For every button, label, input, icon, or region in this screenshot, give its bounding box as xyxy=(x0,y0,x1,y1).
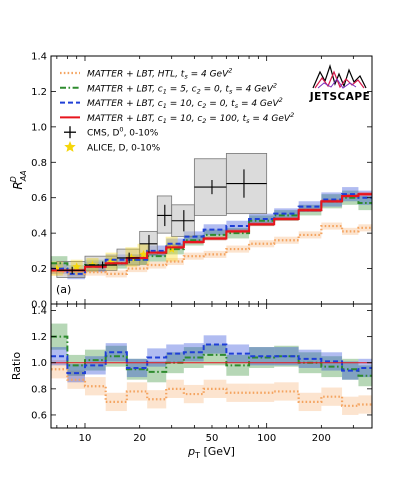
raa-curve-c2_100 xyxy=(51,193,372,272)
alice-point-1 xyxy=(72,262,81,271)
panel-label: (a) xyxy=(56,283,71,296)
legend-entry-htl: MATTER + LBT, HTL, ts = 4 GeV2 xyxy=(87,67,232,81)
ratio-curve-c1_10 xyxy=(51,343,372,375)
legend-entry-c2_100: MATTER + LBT, c1 = 10, c2 = 100, ts = 4 … xyxy=(87,111,294,125)
ratio-band-c1_5-5 xyxy=(147,361,167,383)
alice-point-6 xyxy=(167,244,176,253)
ratio-band-htl-4 xyxy=(126,382,148,401)
raa-band-c1_10-8 xyxy=(203,224,227,235)
y-tick-label: 0.2 xyxy=(31,264,47,275)
ratio-panel: 0.6 0.8 1.0 1.2 1.4 10 20 50 100 200 pT [GeV] Ratio xyxy=(10,303,373,460)
x-tick-label: 10 xyxy=(79,433,92,444)
y-tick-label: 0.8 xyxy=(31,384,47,395)
raa-band-htl-2 xyxy=(84,268,106,276)
x-tick-label: 200 xyxy=(312,433,331,444)
raa-band-htl-12 xyxy=(298,231,322,239)
y-tick-label: 1.0 xyxy=(31,358,47,369)
ratio-band-c1_10-12 xyxy=(298,349,322,368)
x-tick-label: 50 xyxy=(206,433,219,444)
raa-band-c1_10-6 xyxy=(166,238,184,250)
y-tick-label: 0.6 xyxy=(31,193,47,204)
jetscape-logo: JETSCAPE xyxy=(309,63,371,103)
ratio-band-htl-3 xyxy=(105,392,127,412)
raa-band-htl-8 xyxy=(203,250,227,258)
ratio-band-c1_5-14 xyxy=(342,358,359,380)
ratio-axes: 0.6 0.8 1.0 1.2 1.4 10 20 50 100 200 pT [GeV] Ratio xyxy=(10,303,373,460)
y-tick-label: 1.4 xyxy=(31,52,47,63)
ratio-axis-label: Ratio xyxy=(10,352,23,381)
y-tick-label: 0.0 xyxy=(31,300,47,311)
ratio-curves xyxy=(51,335,372,407)
alice-point-5 xyxy=(139,249,148,259)
legend-entry-alice: ALICE, D, 0-10% xyxy=(87,144,161,154)
raa-band-htl-4 xyxy=(126,265,148,273)
legend-swatch-alice xyxy=(64,141,76,152)
ratio-band-htl-6 xyxy=(166,379,184,398)
ratio-curve-c1_5 xyxy=(51,335,372,377)
raa-band-htl-10 xyxy=(249,240,275,248)
legend-entry-cms: CMS, D0, 0-10% xyxy=(87,126,159,139)
ratio-band-htl-14 xyxy=(342,396,359,415)
logo-text: JETSCAPE xyxy=(309,91,371,103)
x-axis-label: pT [GeV] xyxy=(187,445,235,460)
raa-band-htl-7 xyxy=(183,252,204,260)
raa-band-c1_5-11 xyxy=(274,210,299,221)
x-tick-label: 100 xyxy=(257,433,276,444)
x-tick-label: 20 xyxy=(133,433,146,444)
y-tick-label: 1.2 xyxy=(31,87,47,98)
raa-panel: 0.0 0.2 0.4 0.6 0.8 1.0 1.2 1.4 RAAD (a) MATTER … xyxy=(9,52,373,311)
y-tick-label: 0.6 xyxy=(31,410,47,421)
legend-entry-c1_5: MATTER + LBT, c1 = 5, c2 = 0, ts = 4 GeV… xyxy=(87,81,277,95)
raa-band-htl-13 xyxy=(321,222,343,230)
y-tick-label: 1.2 xyxy=(31,332,47,343)
ratio-band-c1_5-0 xyxy=(51,323,68,350)
y-tick-label: 1.0 xyxy=(31,122,47,133)
ratio-band-htl-15 xyxy=(358,395,372,414)
y-tick-label: 0.4 xyxy=(31,229,47,240)
ratio-band-c1_5-15 xyxy=(358,365,372,387)
ratio-bands xyxy=(51,323,372,415)
raa-band-htl-3 xyxy=(105,270,127,278)
axes-frame xyxy=(50,303,373,429)
ratio-band-c1_10-6 xyxy=(166,344,184,363)
ratio-band-c1_10-3 xyxy=(105,343,127,362)
raa-band-c1_10-10 xyxy=(249,213,275,225)
y-tick-label: 1.4 xyxy=(31,306,47,317)
raa-curve-htl xyxy=(51,224,372,275)
y-tick-label: 0.8 xyxy=(31,158,47,169)
ratio-band-c1_5-4 xyxy=(126,358,148,380)
raa-band-c1_10-9 xyxy=(226,220,250,232)
raa-band-htl-5 xyxy=(147,261,167,269)
ratio-band-c1_5-8 xyxy=(203,344,227,366)
raa-axis-label: RAAD xyxy=(9,170,28,189)
ratio-band-c1_10-13 xyxy=(321,352,343,371)
legend-entry-c1_10: MATTER + LBT, c1 = 10, c2 = 0, ts = 4 Ge… xyxy=(87,96,283,110)
ratio-band-c1_10-2 xyxy=(84,356,106,375)
cms-data xyxy=(56,169,267,274)
